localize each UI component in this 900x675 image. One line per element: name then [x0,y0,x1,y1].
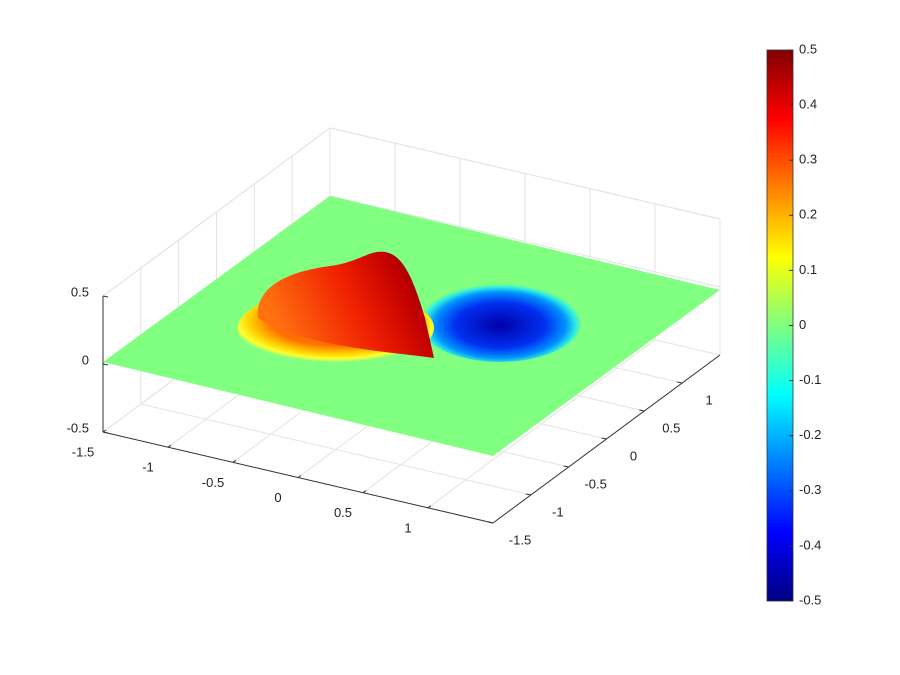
y-grid-line [140,403,531,496]
colorbar-tick-label: -0.4 [799,537,821,552]
colorbar-tick-label: 0.3 [799,152,817,167]
z-tick-label: 0.5 [71,284,89,299]
colorbar-tick-label: 0.4 [799,97,817,112]
x-tick-label: 0.5 [334,505,352,520]
z-tick-label: -0.5 [67,420,89,435]
x-tick [427,505,432,509]
y-tick-label: -0.5 [584,476,606,491]
y-tick-label: 0.5 [662,420,680,435]
colorbar-tick-label: 0.1 [799,262,817,277]
y-tick [525,493,531,496]
y-tick-label: -1.5 [509,532,531,547]
y-tick-label: 1 [706,392,713,407]
y-tick-label: -1 [552,504,564,519]
y-tick [677,381,683,384]
axes: -1.5 -1 -0.5 0 0.5 1 -1.5 -1 -0.5 0 0.5 1 -0.5 0 0.5 [67,284,721,547]
y-tick [601,437,607,440]
surface-peak [257,251,434,358]
y-tick-label: 0 [630,448,637,463]
grid-edge [329,127,721,220]
grid-edge [102,127,331,297]
z-tick [102,431,109,434]
colorbar-tick-label: 0.5 [799,41,817,56]
colorbar [766,49,794,602]
colorbar-tick-label: 0 [799,317,806,332]
z-tick-label: 0 [82,352,89,367]
z-tick [102,363,109,366]
x-tick-label: -1 [142,460,154,475]
x-tick-label: 0 [274,490,281,505]
x-tick [362,490,367,494]
colorbar-tick-label: -0.2 [799,427,821,442]
x-tick-label: -1.5 [72,444,94,459]
x-tick-label: -0.5 [202,475,224,490]
colorbar-tick-label: -0.5 [799,592,821,607]
colorbar-tick-label: -0.1 [799,372,821,387]
z-grid-line [329,195,721,288]
y-tick [639,409,645,412]
colorbar-tick-label: -0.3 [799,482,821,497]
y-tick [487,521,494,524]
x-tick-label: 1 [404,520,411,535]
x-tick [232,459,237,463]
surface-trough [418,280,582,362]
surface [103,196,720,456]
x-tick [167,444,172,448]
z-tick [102,295,109,298]
y-tick [563,465,569,468]
x-tick [297,475,302,478]
colorbar-tick-label: 0.2 [799,207,817,222]
